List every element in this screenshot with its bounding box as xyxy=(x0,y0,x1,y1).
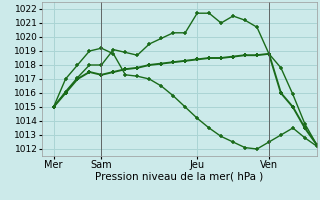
X-axis label: Pression niveau de la mer( hPa ): Pression niveau de la mer( hPa ) xyxy=(95,172,263,182)
